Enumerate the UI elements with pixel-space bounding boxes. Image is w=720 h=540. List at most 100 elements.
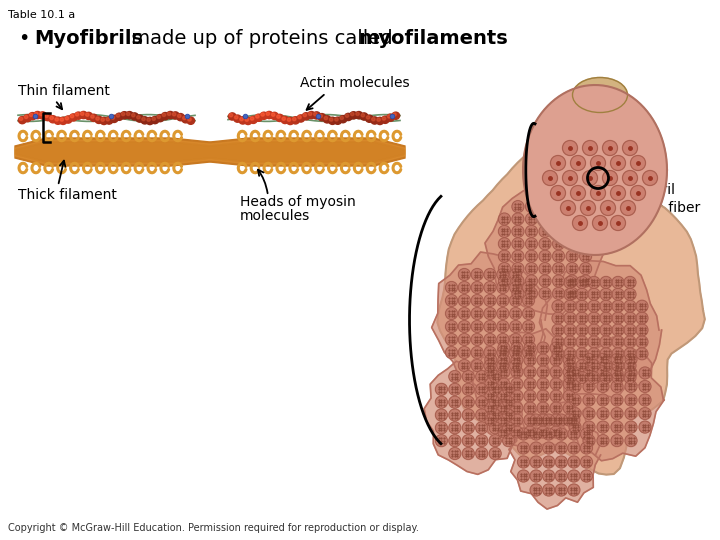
- Circle shape: [624, 324, 636, 336]
- Text: Copyright © McGraw-Hill Education. Permission required for reproduction or displ: Copyright © McGraw-Hill Education. Permi…: [8, 523, 419, 533]
- Ellipse shape: [24, 115, 28, 118]
- Circle shape: [537, 426, 549, 438]
- Ellipse shape: [251, 117, 253, 120]
- Circle shape: [597, 353, 609, 366]
- Circle shape: [583, 394, 595, 406]
- Circle shape: [449, 409, 461, 421]
- Ellipse shape: [141, 117, 148, 124]
- Polygon shape: [15, 142, 405, 162]
- Polygon shape: [438, 151, 705, 475]
- Circle shape: [510, 307, 522, 320]
- Ellipse shape: [324, 117, 328, 120]
- Circle shape: [498, 342, 510, 354]
- Circle shape: [539, 213, 551, 225]
- Ellipse shape: [187, 117, 194, 124]
- Circle shape: [600, 200, 616, 215]
- Circle shape: [623, 140, 637, 156]
- Circle shape: [511, 378, 523, 390]
- Circle shape: [568, 442, 580, 454]
- Circle shape: [583, 421, 595, 433]
- Ellipse shape: [19, 117, 26, 124]
- Circle shape: [526, 250, 537, 262]
- Circle shape: [572, 215, 588, 231]
- Circle shape: [623, 171, 637, 186]
- Circle shape: [512, 213, 524, 225]
- Circle shape: [489, 383, 501, 395]
- Ellipse shape: [95, 116, 103, 124]
- Circle shape: [498, 378, 510, 390]
- Ellipse shape: [382, 116, 389, 124]
- Circle shape: [566, 213, 578, 225]
- Circle shape: [476, 422, 487, 434]
- Circle shape: [498, 262, 510, 275]
- Ellipse shape: [136, 115, 143, 122]
- Ellipse shape: [314, 112, 317, 116]
- Circle shape: [597, 381, 609, 393]
- Circle shape: [503, 383, 515, 395]
- Circle shape: [552, 287, 564, 299]
- Circle shape: [471, 347, 483, 359]
- Ellipse shape: [157, 115, 161, 118]
- Circle shape: [566, 225, 578, 238]
- Circle shape: [539, 225, 551, 238]
- Circle shape: [555, 484, 567, 496]
- Ellipse shape: [71, 114, 73, 118]
- Circle shape: [526, 287, 537, 299]
- Circle shape: [449, 383, 461, 395]
- Circle shape: [511, 414, 523, 426]
- Circle shape: [636, 324, 648, 336]
- Ellipse shape: [183, 116, 186, 120]
- Ellipse shape: [266, 112, 269, 116]
- Ellipse shape: [126, 112, 133, 119]
- Ellipse shape: [188, 118, 192, 121]
- Circle shape: [560, 200, 575, 215]
- Ellipse shape: [127, 112, 130, 116]
- Circle shape: [524, 426, 536, 438]
- Circle shape: [576, 348, 588, 360]
- Circle shape: [631, 186, 646, 200]
- Circle shape: [446, 307, 457, 320]
- Circle shape: [471, 321, 483, 333]
- Circle shape: [523, 294, 534, 307]
- Circle shape: [552, 250, 564, 262]
- Ellipse shape: [49, 116, 57, 123]
- Circle shape: [530, 428, 542, 440]
- Ellipse shape: [339, 116, 347, 123]
- Circle shape: [542, 171, 557, 186]
- Ellipse shape: [35, 112, 38, 116]
- Circle shape: [564, 348, 576, 360]
- Circle shape: [485, 402, 497, 414]
- Ellipse shape: [351, 112, 354, 116]
- Ellipse shape: [64, 116, 72, 123]
- Circle shape: [611, 156, 626, 171]
- Text: Thick filament: Thick filament: [18, 188, 117, 202]
- Circle shape: [624, 312, 636, 324]
- Text: made up of proteins called: made up of proteins called: [125, 29, 399, 48]
- Ellipse shape: [376, 117, 384, 125]
- Circle shape: [485, 378, 497, 390]
- Circle shape: [569, 367, 581, 379]
- Circle shape: [459, 321, 470, 333]
- Ellipse shape: [303, 113, 307, 117]
- Ellipse shape: [182, 116, 189, 123]
- Circle shape: [489, 435, 501, 447]
- Circle shape: [600, 360, 612, 372]
- Ellipse shape: [110, 115, 118, 123]
- Circle shape: [498, 275, 510, 287]
- Circle shape: [476, 448, 487, 460]
- Circle shape: [462, 370, 474, 382]
- Circle shape: [459, 294, 470, 307]
- Circle shape: [550, 390, 562, 402]
- Ellipse shape: [318, 113, 325, 121]
- Circle shape: [459, 347, 470, 359]
- Text: Table 10.1 a: Table 10.1 a: [8, 10, 76, 20]
- Circle shape: [580, 275, 592, 287]
- Circle shape: [537, 354, 549, 366]
- Circle shape: [588, 324, 600, 336]
- Circle shape: [503, 422, 515, 434]
- Circle shape: [512, 225, 524, 238]
- Circle shape: [600, 348, 612, 360]
- Circle shape: [576, 372, 588, 383]
- Circle shape: [639, 421, 651, 433]
- Ellipse shape: [298, 116, 301, 119]
